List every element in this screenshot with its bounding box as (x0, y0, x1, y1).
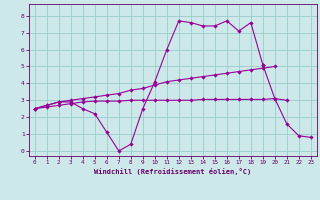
X-axis label: Windchill (Refroidissement éolien,°C): Windchill (Refroidissement éolien,°C) (94, 168, 252, 175)
